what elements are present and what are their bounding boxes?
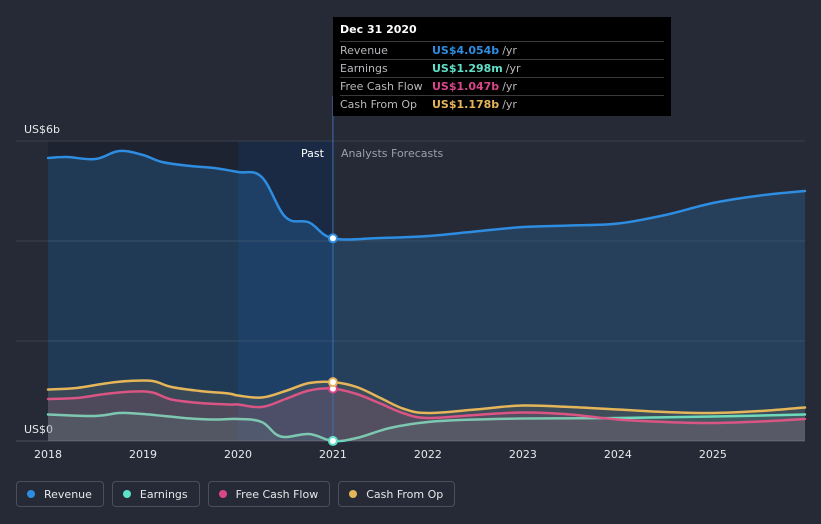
tooltip-value: US$4.054b <box>432 44 500 57</box>
tooltip-row-revenue: Revenue US$4.054b /yr <box>340 41 664 59</box>
past-label: Past <box>301 147 325 160</box>
tooltip-unit: /yr <box>502 44 517 57</box>
legend-label: Revenue <box>44 487 92 501</box>
earnings-line <box>46 411 807 443</box>
tooltip: Dec 31 2020 Revenue US$4.054b /yr Earnin… <box>333 17 671 116</box>
legend-label: Cash From Op <box>366 487 444 501</box>
forecast-label: Analysts Forecasts <box>341 147 444 160</box>
legend-item-free-cash-flow[interactable]: Free Cash Flow <box>207 481 331 507</box>
earnings-dot-icon <box>122 490 131 498</box>
tooltip-value: US$1.047b <box>432 80 500 93</box>
tooltip-value: US$1.178b <box>432 98 500 111</box>
earnings-marker <box>327 435 338 446</box>
tooltip-label: Revenue <box>340 44 388 57</box>
tooltip-unit: /yr <box>502 80 517 93</box>
tooltip-row-cash-from-op: Cash From Op US$1.178b /yr <box>340 95 664 113</box>
x-tick-label: 2023 <box>509 448 537 461</box>
legend-item-earnings[interactable]: Earnings <box>111 481 200 507</box>
y-tick-label: US$6b <box>24 123 60 136</box>
x-tick-label: 2020 <box>224 448 252 461</box>
legend-label: Free Cash Flow <box>235 487 319 501</box>
cash-from-op-dot-icon <box>349 490 358 498</box>
tooltip-row-earnings: Earnings US$1.298m /yr <box>340 59 664 77</box>
x-tick-label: 2022 <box>414 448 442 461</box>
legend-label: Earnings <box>139 487 188 501</box>
legend-item-cash-from-op[interactable]: Cash From Op <box>338 481 456 507</box>
tooltip-unit: /yr <box>502 98 517 111</box>
x-tick-label: 2019 <box>129 448 157 461</box>
tooltip-row-free-cash-flow: Free Cash Flow US$1.047b /yr <box>340 77 664 95</box>
free-cash-flow-dot-icon <box>218 490 227 498</box>
x-tick-label: 2025 <box>699 448 727 461</box>
tooltip-value: US$1.298m <box>432 62 503 75</box>
tooltip-label: Free Cash Flow <box>340 80 423 93</box>
cash-from-op-marker <box>327 377 338 388</box>
x-tick-label: 2024 <box>604 448 632 461</box>
revenue-dot-icon <box>27 490 35 498</box>
legend: Revenue Earnings Free Cash Flow Cash Fro… <box>16 481 456 507</box>
tooltip-date: Dec 31 2020 <box>340 23 417 36</box>
x-tick-label: 2021 <box>319 448 347 461</box>
revenue-area <box>48 150 805 441</box>
tooltip-label: Earnings <box>340 62 388 75</box>
x-tick-label: 2018 <box>34 448 62 461</box>
y-tick-label: US$0 <box>24 423 53 436</box>
revenue-marker <box>327 233 338 244</box>
tooltip-unit: /yr <box>505 62 521 75</box>
free-cash-flow-area <box>48 388 805 441</box>
legend-item-revenue[interactable]: Revenue <box>16 481 104 507</box>
revenue-line <box>46 149 807 241</box>
tooltip-label: Cash From Op <box>340 98 418 111</box>
